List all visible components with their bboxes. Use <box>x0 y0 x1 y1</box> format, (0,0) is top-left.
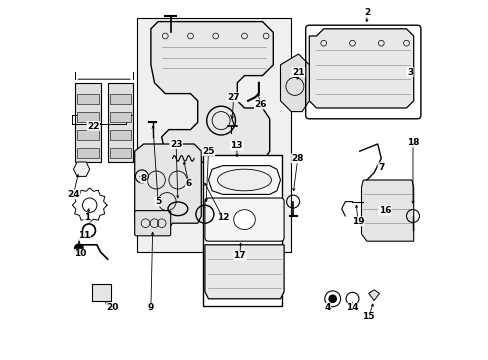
Bar <box>75 83 101 162</box>
Text: 16: 16 <box>378 206 390 215</box>
Text: 17: 17 <box>233 251 245 260</box>
Polygon shape <box>204 245 284 299</box>
Bar <box>194 162 204 205</box>
Text: 1: 1 <box>83 213 90 222</box>
Bar <box>77 112 99 122</box>
Polygon shape <box>361 180 413 241</box>
Text: 8: 8 <box>140 174 146 183</box>
Text: 2: 2 <box>363 8 369 17</box>
Text: 23: 23 <box>169 140 182 149</box>
Text: 7: 7 <box>377 163 384 172</box>
Polygon shape <box>151 22 273 162</box>
Text: 5: 5 <box>155 197 161 206</box>
Text: 9: 9 <box>147 303 154 312</box>
Polygon shape <box>280 54 309 112</box>
Text: 15: 15 <box>362 312 374 321</box>
Circle shape <box>328 295 336 302</box>
Bar <box>109 148 131 158</box>
Text: 26: 26 <box>254 100 266 109</box>
Text: 4: 4 <box>324 303 330 312</box>
Bar <box>77 130 99 140</box>
Polygon shape <box>136 18 291 252</box>
Text: 14: 14 <box>346 303 358 312</box>
Bar <box>212 162 223 205</box>
Polygon shape <box>134 144 201 234</box>
Text: 11: 11 <box>78 231 90 240</box>
Bar <box>109 94 131 104</box>
Text: 19: 19 <box>351 217 364 226</box>
Bar <box>158 162 168 205</box>
FancyBboxPatch shape <box>134 211 170 236</box>
Ellipse shape <box>217 169 271 191</box>
Text: 22: 22 <box>87 122 100 131</box>
Bar <box>109 130 131 140</box>
Text: 18: 18 <box>406 138 418 147</box>
Ellipse shape <box>233 210 255 230</box>
Text: 21: 21 <box>292 68 304 77</box>
Text: 25: 25 <box>202 147 214 156</box>
Text: 28: 28 <box>291 154 304 163</box>
Text: 6: 6 <box>185 179 191 188</box>
Bar <box>109 112 131 122</box>
Bar <box>77 94 99 104</box>
Text: 13: 13 <box>230 141 243 150</box>
Bar <box>176 162 186 205</box>
Text: 3: 3 <box>406 68 412 77</box>
Polygon shape <box>368 290 379 301</box>
Text: 20: 20 <box>105 303 118 312</box>
Bar <box>91 284 111 301</box>
FancyBboxPatch shape <box>204 198 284 241</box>
Bar <box>107 83 133 162</box>
Circle shape <box>75 244 83 253</box>
Text: 12: 12 <box>216 213 229 222</box>
Bar <box>77 148 99 158</box>
Text: 24: 24 <box>67 190 80 199</box>
Polygon shape <box>208 166 280 194</box>
Text: 27: 27 <box>227 93 240 102</box>
Text: 10: 10 <box>74 249 87 258</box>
Bar <box>203 155 282 306</box>
Polygon shape <box>73 162 89 176</box>
Polygon shape <box>309 29 413 108</box>
